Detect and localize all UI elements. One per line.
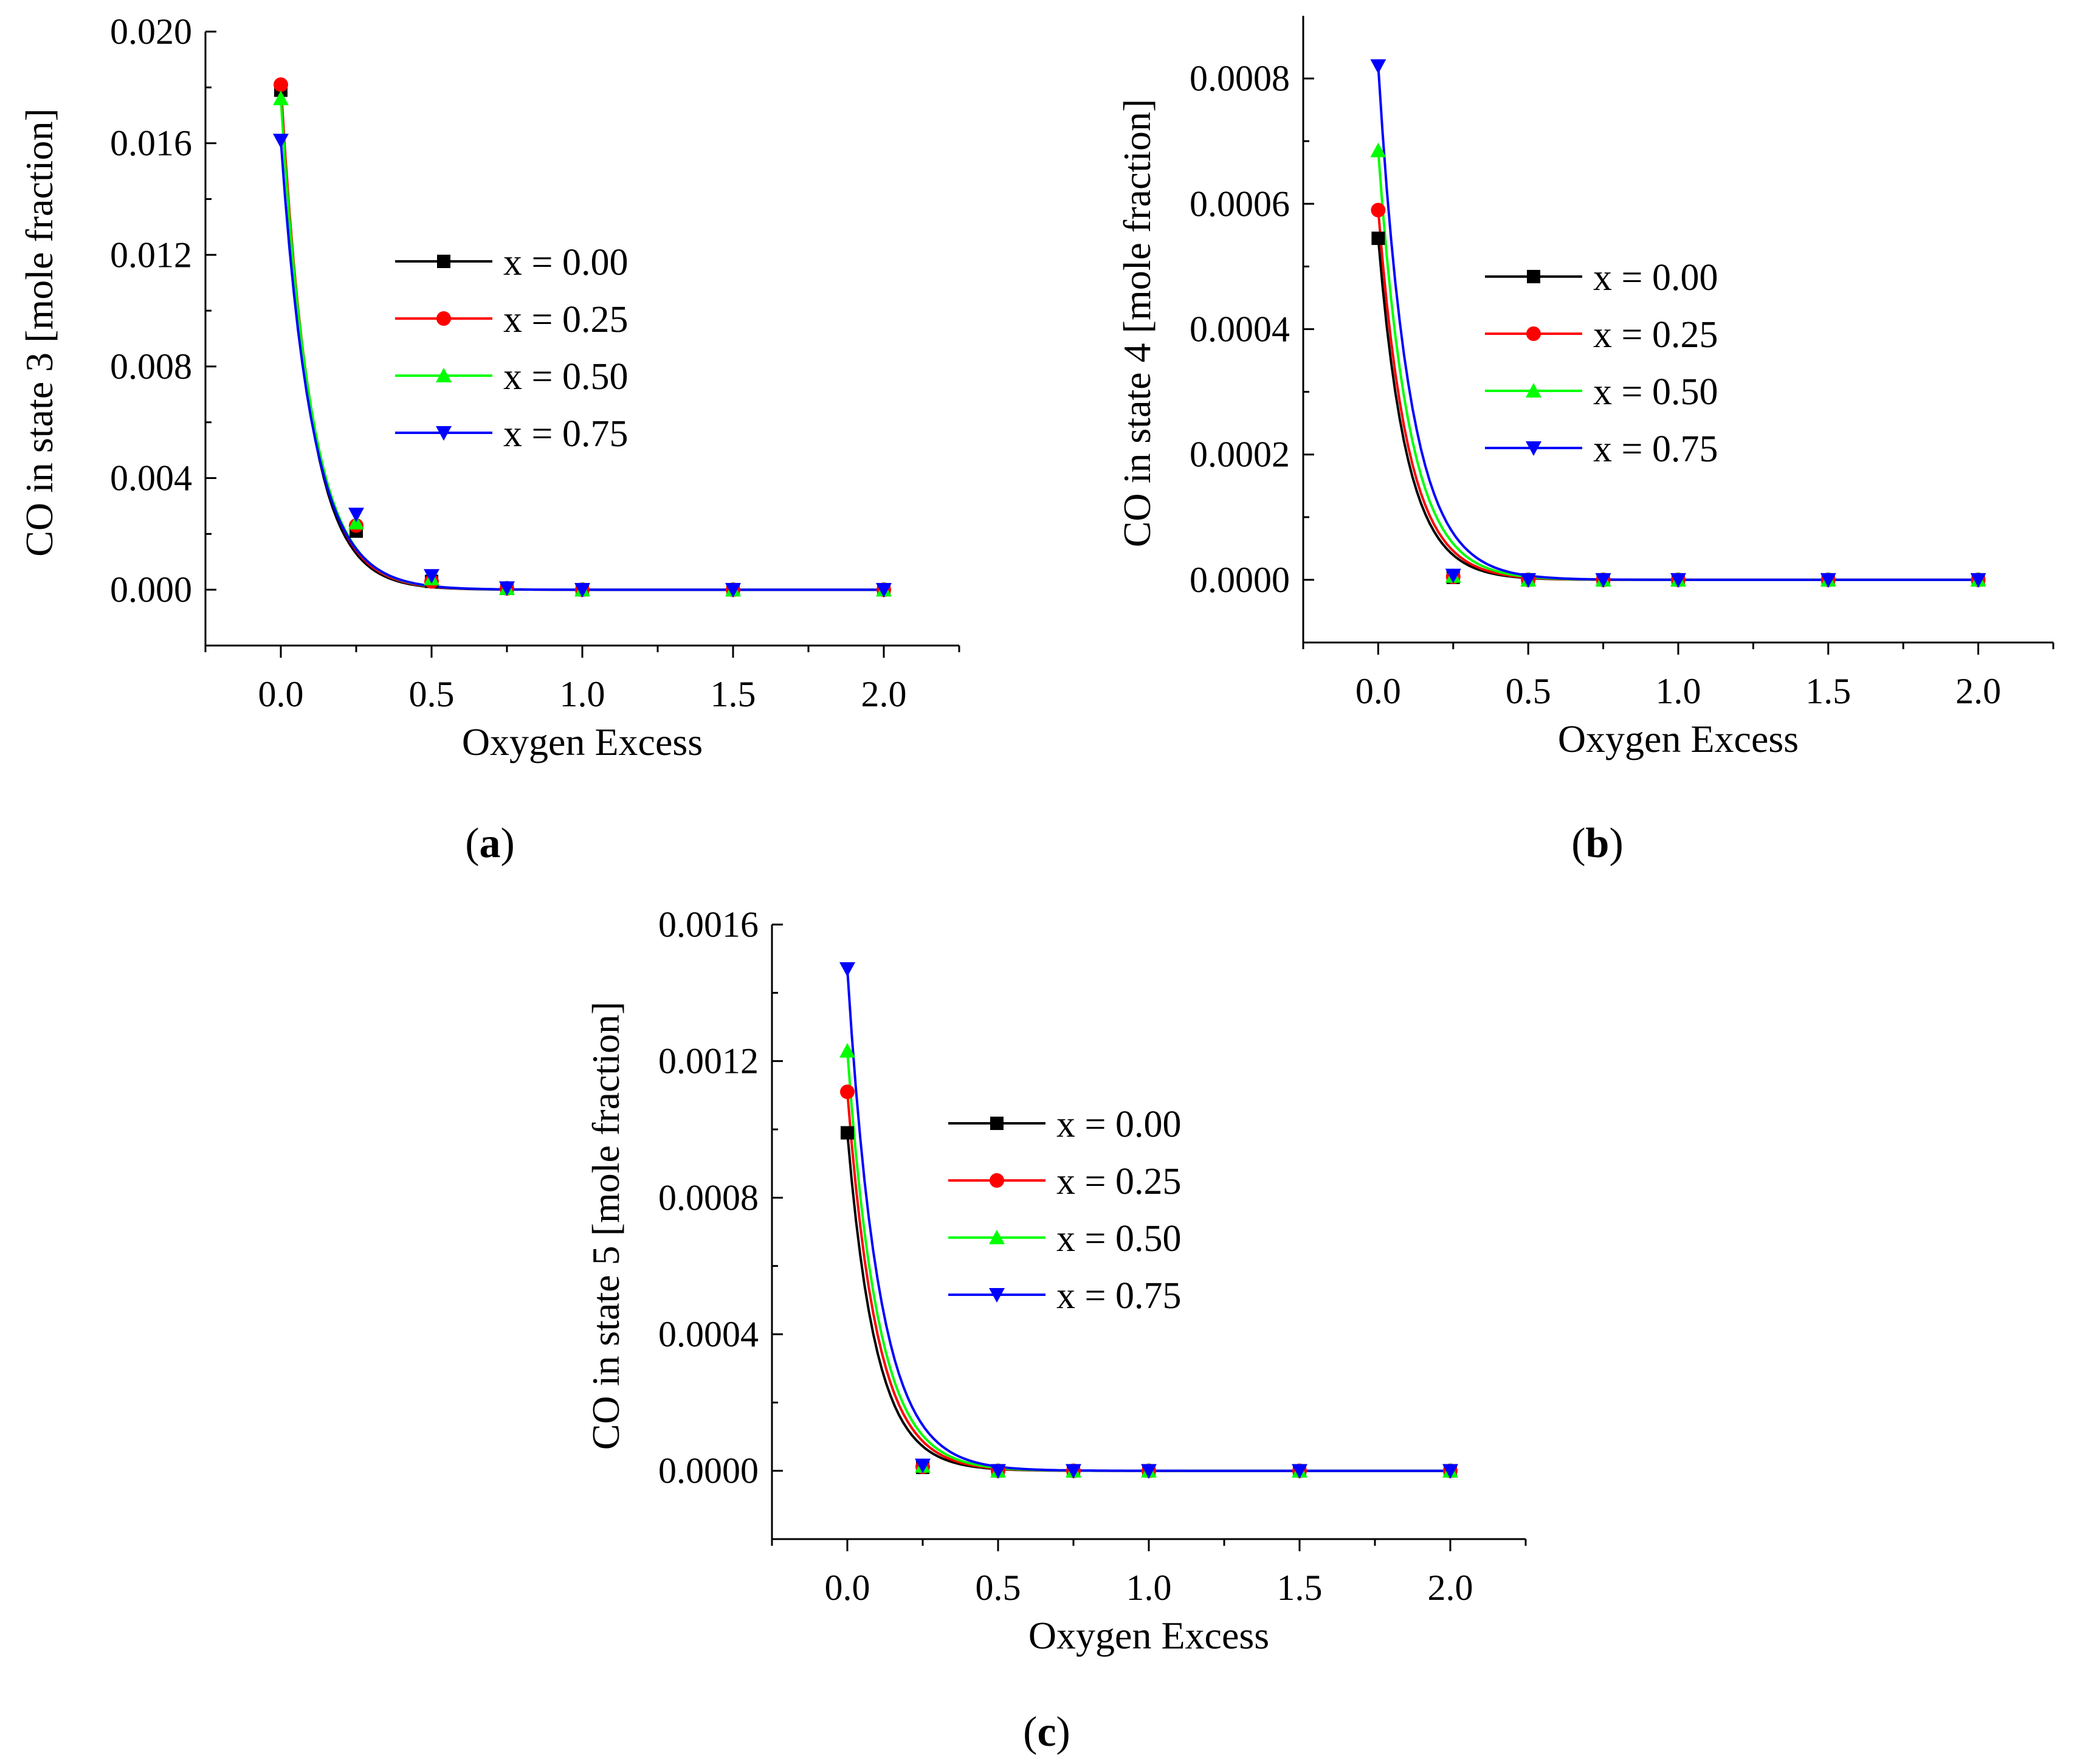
series-line-050 [280, 98, 884, 591]
y-tick-label: 0.0000 [658, 1451, 759, 1491]
legend-marker [1526, 383, 1541, 398]
y-tick-label: 0.0006 [1190, 184, 1290, 224]
data-point [1670, 573, 1686, 588]
x-tick-label: 1.0 [1126, 1568, 1172, 1608]
legend-label: x = 0.00 [1056, 1104, 1181, 1145]
y-axis-label: CO in state 5 [mole fraction] [584, 1002, 627, 1450]
data-point [1371, 202, 1386, 218]
data-point [1292, 1464, 1307, 1479]
y-tick-label: 0.0004 [1190, 309, 1290, 350]
y-tick-label: 0.012 [110, 235, 192, 275]
data-point [273, 134, 289, 149]
data-point [348, 508, 364, 523]
x-tick-label: 2.0 [861, 674, 907, 714]
caption-a: (a) [465, 820, 515, 867]
y-tick-label: 0.004 [110, 458, 192, 498]
y-axis-label: CO in state 4 [mole fraction] [1115, 99, 1159, 548]
data-point [1970, 573, 1986, 588]
x-tick-label: 1.5 [1277, 1568, 1323, 1608]
data-point [273, 91, 289, 106]
data-point [499, 581, 515, 596]
caption-c: (c) [1023, 1709, 1070, 1755]
legend-marker [1526, 441, 1541, 456]
x-tick-label: 2.0 [1428, 1568, 1473, 1608]
data-point [1595, 573, 1611, 588]
data-point [1370, 142, 1386, 157]
x-tick-label: 1.0 [560, 674, 605, 714]
x-axis-label: Oxygen Excess [1558, 717, 1799, 760]
x-tick-label: 1.5 [1805, 671, 1851, 711]
x-tick-label: 2.0 [1955, 671, 2001, 711]
x-tick-label: 0.5 [1506, 671, 1551, 711]
y-tick-label: 0.0012 [658, 1041, 759, 1081]
legend-label: x = 0.50 [1056, 1218, 1181, 1259]
legend-label: x = 0.75 [1056, 1275, 1181, 1317]
legend-marker [436, 368, 452, 382]
data-point [839, 962, 855, 977]
caption-b: (b) [1571, 820, 1624, 867]
y-tick-label: 0.016 [110, 123, 192, 164]
x-tick-label: 0.0 [1355, 671, 1401, 711]
legend-marker [1527, 270, 1540, 283]
data-point [1066, 1464, 1081, 1479]
data-point [574, 583, 590, 598]
legend-marker [989, 1288, 1005, 1303]
chart-b: 0.0000 0.0002 0.0004 0.0006 0.0008 0.0 0.5 1.0 1… [1115, 16, 2054, 760]
y-tick-label: 0.0016 [658, 904, 759, 945]
y-axis-label: CO in state 3 [mole fraction] [18, 108, 61, 557]
data-point [1141, 1464, 1157, 1479]
data-point [1520, 573, 1537, 588]
legend-label: x = 0.25 [1056, 1161, 1181, 1202]
data-point [841, 1126, 854, 1140]
series-line-050 [1377, 150, 1979, 581]
chart-c: 0.0000 0.0004 0.0008 0.0012 0.0016 0.0 0.5 1.0 1… [584, 904, 1527, 1657]
y-tick-label: 0.000 [110, 570, 192, 610]
x-tick-label: 0.5 [409, 674, 455, 714]
x-tick-label: 1.0 [1656, 671, 1701, 711]
legend-label: x = 0.00 [1593, 257, 1718, 298]
legend-label: x = 0.50 [1593, 371, 1718, 413]
data-point [1442, 1464, 1458, 1479]
legend-marker [990, 1117, 1004, 1130]
data-point [915, 1458, 931, 1473]
y-tick-label: 0.0008 [1190, 58, 1290, 98]
x-axis-label: Oxygen Excess [462, 720, 703, 763]
legend-marker [436, 311, 451, 326]
data-point [1371, 232, 1385, 246]
data-point [876, 583, 892, 598]
data-point [839, 1042, 855, 1058]
y-tick-label: 0.008 [110, 346, 192, 387]
chart-a: 0.000 0.004 0.008 0.012 0.016 0.020 0.0 0.5 1.0 1… [18, 12, 960, 763]
x-tick-label: 0.0 [258, 674, 304, 714]
legend-marker [437, 255, 450, 268]
data-point [1445, 568, 1461, 584]
data-point [1820, 573, 1836, 588]
data-point [274, 77, 288, 92]
y-tick-label: 0.020 [110, 12, 192, 52]
legend-label: x = 0.75 [1593, 429, 1718, 470]
legend-label: x = 0.00 [503, 242, 628, 283]
legend-marker [990, 1173, 1004, 1188]
legend-marker [436, 426, 452, 441]
legend-label: x = 0.75 [503, 413, 628, 455]
legend-label: x = 0.50 [503, 356, 628, 398]
legend-marker [989, 1230, 1005, 1244]
y-tick-label: 0.0004 [658, 1314, 759, 1354]
data-point [1370, 59, 1386, 74]
data-point [725, 583, 741, 598]
x-tick-label: 1.5 [711, 674, 756, 714]
data-point [424, 569, 439, 584]
legend-label: x = 0.25 [503, 299, 628, 340]
y-tick-label: 0.0002 [1190, 435, 1290, 475]
y-tick-label: 0.0000 [1190, 560, 1290, 600]
legend-marker [1526, 326, 1541, 341]
y-tick-label: 0.0008 [658, 1177, 759, 1218]
data-point [840, 1084, 855, 1100]
x-axis-label: Oxygen Excess [1028, 1614, 1269, 1657]
legend-label: x = 0.25 [1593, 314, 1718, 356]
x-tick-label: 0.5 [976, 1568, 1021, 1608]
data-point [990, 1464, 1006, 1479]
x-tick-label: 0.0 [825, 1568, 870, 1608]
